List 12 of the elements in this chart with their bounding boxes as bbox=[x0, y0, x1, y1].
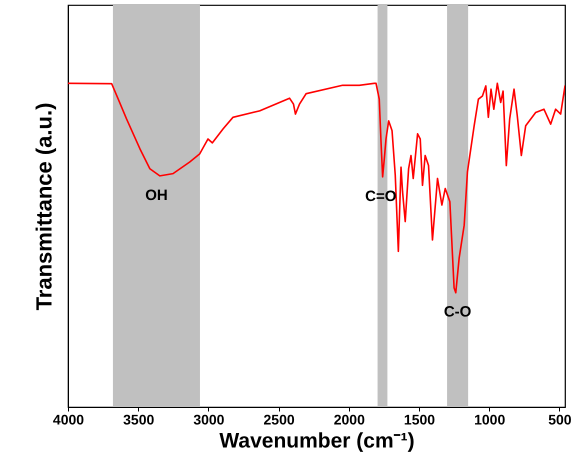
x-tick-label: 2000 bbox=[334, 412, 366, 428]
x-tick-label: 3500 bbox=[123, 412, 154, 428]
band-label: C-O bbox=[444, 304, 472, 321]
x-tick-label: 2500 bbox=[264, 412, 295, 428]
band-label: OH bbox=[145, 186, 168, 204]
x-axis-title: Wavenumber (cm⁻¹) bbox=[219, 430, 415, 452]
y-axis-title: Transmittance (a.u.) bbox=[32, 102, 56, 310]
x-tick-label: 1000 bbox=[474, 412, 506, 428]
x-tick-label: 4000 bbox=[52, 412, 84, 428]
x-tick-label: 3000 bbox=[193, 412, 225, 428]
x-tick-label: 500 bbox=[548, 412, 572, 428]
x-tick-label: 1500 bbox=[404, 412, 436, 428]
